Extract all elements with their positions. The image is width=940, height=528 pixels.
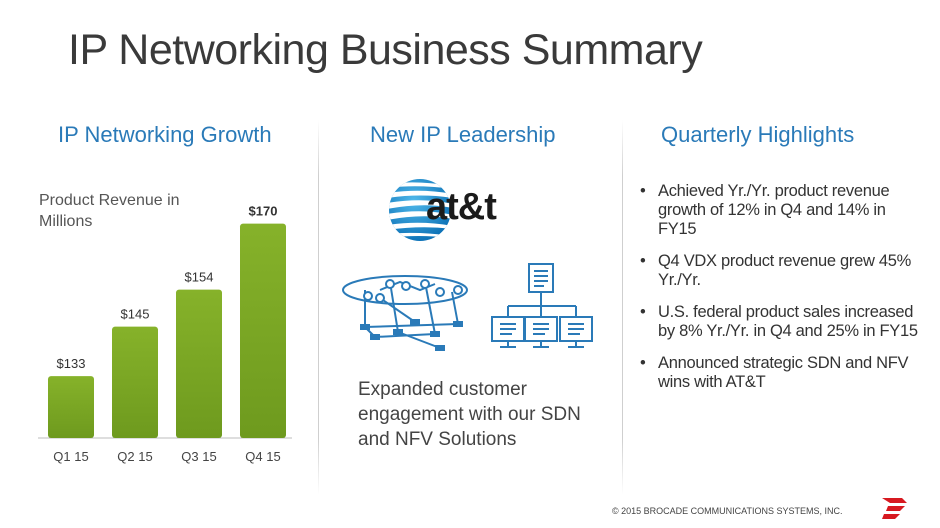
att-wordmark: at&t bbox=[426, 186, 497, 228]
growth-heading: IP Networking Growth bbox=[58, 122, 272, 147]
column-divider-right bbox=[622, 120, 623, 495]
highlights-heading: Quarterly Highlights bbox=[661, 122, 855, 147]
x-tick-label: Q3 15 bbox=[181, 449, 216, 464]
highlight-text: U.S. federal product sales increased by … bbox=[658, 303, 918, 340]
bar-value-label: $154 bbox=[185, 270, 214, 285]
bar-q3-15 bbox=[176, 289, 222, 438]
x-tick-label: Q2 15 bbox=[117, 449, 152, 464]
highlight-item: • Achieved Yr./Yr. product revenue growth… bbox=[620, 182, 920, 239]
leadership-heading: New IP Leadership bbox=[370, 122, 556, 147]
network-nodes bbox=[363, 279, 463, 303]
leadership-caption: Expanded customer engagement with our SD… bbox=[358, 379, 581, 450]
brocade-logo-icon bbox=[882, 498, 907, 519]
server-nodes bbox=[360, 319, 463, 351]
bar-q4-15 bbox=[240, 223, 286, 438]
x-tick-label: Q4 15 bbox=[245, 449, 280, 464]
revenue-bar-chart: $133 Q1 15 $145 Q2 15 $154 Q3 15 $170 Q4 15 bbox=[38, 204, 292, 464]
monitor-icons bbox=[491, 316, 593, 348]
x-tick-label: Q1 15 bbox=[53, 449, 88, 464]
bullet-icon: • bbox=[640, 303, 646, 321]
bar-value-label: $133 bbox=[57, 356, 86, 371]
hierarchy-document-icon bbox=[507, 263, 577, 317]
bullet-icon: • bbox=[640, 354, 646, 372]
bullet-icon: • bbox=[640, 182, 646, 200]
att-globe-icon bbox=[389, 179, 451, 241]
highlight-item: • U.S. federal product sales increased by… bbox=[620, 303, 920, 341]
bar-q1-15 bbox=[48, 376, 94, 438]
bar-q2-15 bbox=[112, 326, 158, 438]
bar-value-label: $145 bbox=[121, 307, 150, 322]
bullet-icon: • bbox=[640, 252, 646, 270]
highlight-item: • Announced strategic SDN and NFV wins wi… bbox=[620, 354, 920, 392]
highlight-text: Q4 VDX product revenue grew 45% Yr./Yr. bbox=[658, 252, 912, 289]
copyright-footer: © 2015 BROCADE COMMUNICATIONS SYSTEMS, I… bbox=[612, 506, 843, 516]
highlight-item: • Q4 VDX product revenue grew 45% Yr./Yr. bbox=[620, 252, 920, 290]
column-divider-left bbox=[318, 120, 319, 495]
bar-value-label: $170 bbox=[249, 204, 278, 219]
highlight-text: Achieved Yr./Yr. product revenue growth … bbox=[658, 182, 890, 238]
page-title: IP Networking Business Summary bbox=[68, 26, 703, 74]
sdn-network-diagram bbox=[342, 263, 593, 351]
chart-annotation: Product Revenue in Millions bbox=[39, 192, 180, 230]
highlights-list: • Achieved Yr./Yr. product revenue growth… bbox=[620, 182, 920, 405]
highlight-text: Announced strategic SDN and NFV wins wit… bbox=[658, 354, 909, 391]
